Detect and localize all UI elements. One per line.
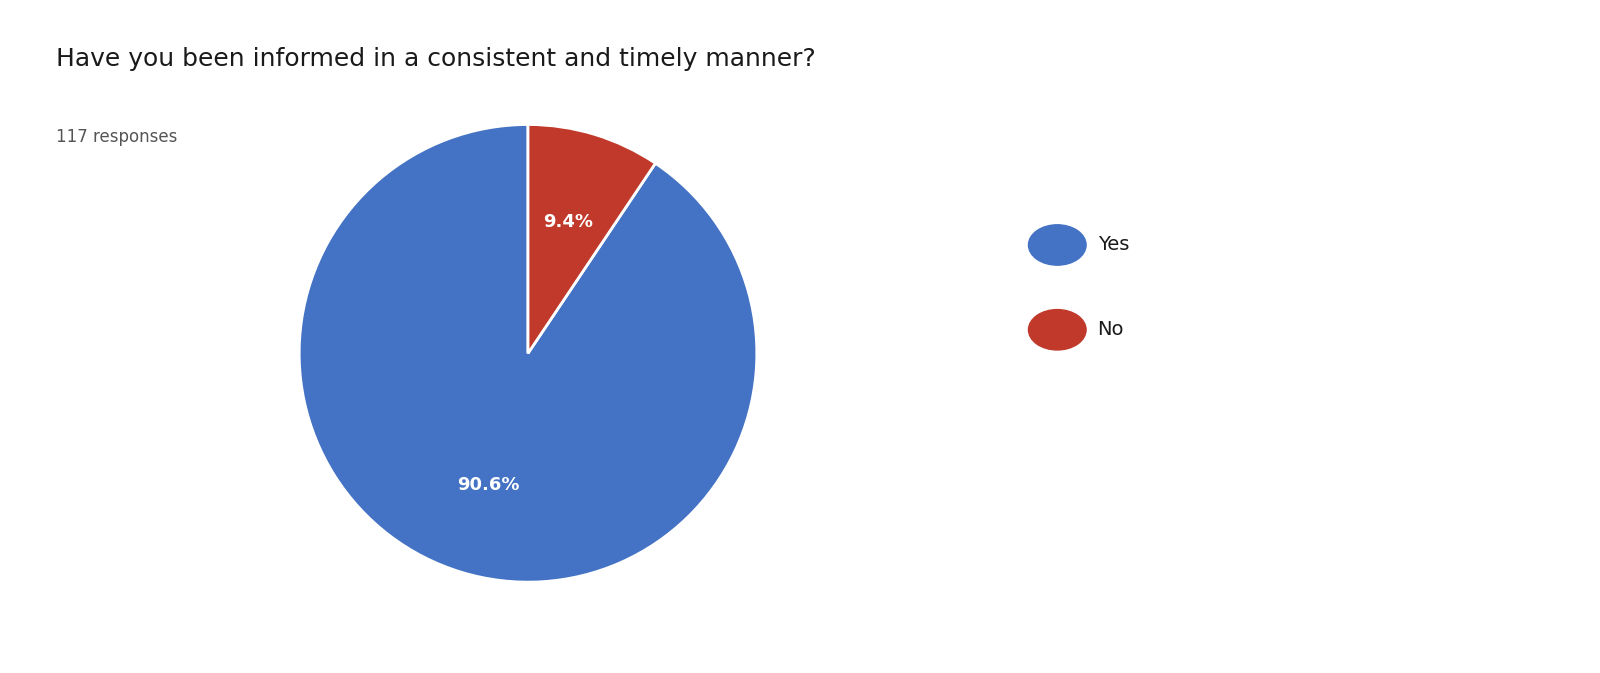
Circle shape bbox=[1029, 310, 1086, 350]
Text: 117 responses: 117 responses bbox=[56, 128, 178, 146]
Text: 9.4%: 9.4% bbox=[542, 213, 594, 231]
Wedge shape bbox=[528, 125, 656, 353]
Text: 90.6%: 90.6% bbox=[456, 476, 520, 494]
Circle shape bbox=[1029, 225, 1086, 265]
Text: Have you been informed in a consistent and timely manner?: Have you been informed in a consistent a… bbox=[56, 47, 816, 71]
Text: Yes: Yes bbox=[1098, 236, 1130, 254]
Text: No: No bbox=[1098, 320, 1125, 339]
Wedge shape bbox=[299, 125, 757, 582]
